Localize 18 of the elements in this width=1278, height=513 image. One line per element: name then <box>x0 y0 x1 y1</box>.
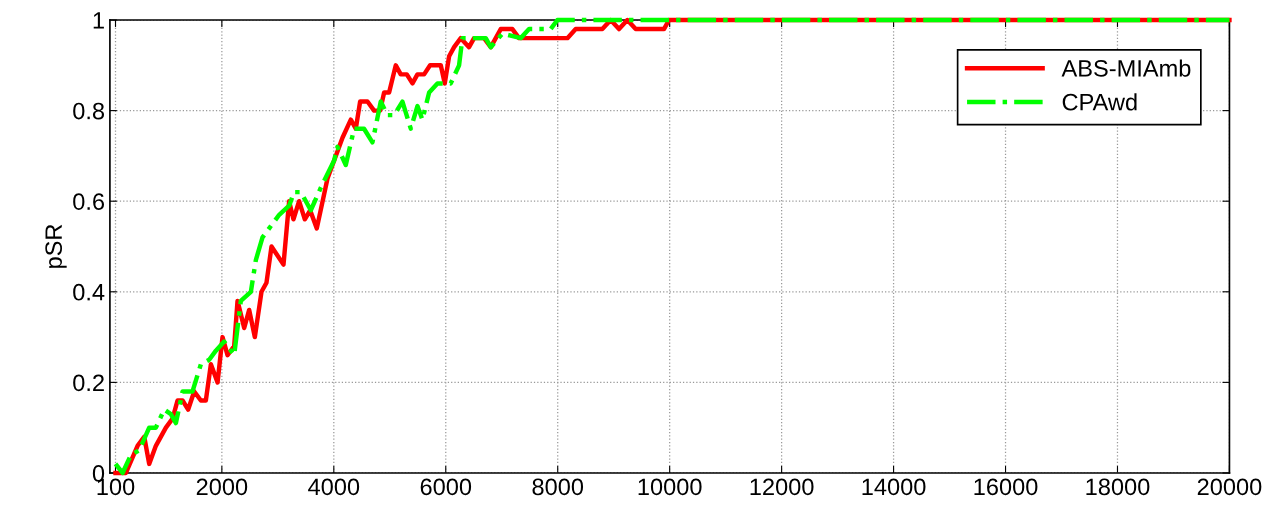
x-tick-label: 8000 <box>532 478 584 496</box>
legend-label: CPAwd <box>1062 93 1137 111</box>
legend-label: ABS-MIAmb <box>1061 59 1191 77</box>
x-tick-label: 12000 <box>750 478 814 496</box>
y-tick-label: 0.6 <box>73 193 105 210</box>
x-tick-label: 6000 <box>420 478 472 496</box>
x-tick-label: 18000 <box>1086 478 1150 496</box>
x-tick-label: 16000 <box>974 478 1038 496</box>
x-tick-label: 2000 <box>196 478 248 496</box>
x-tick-label: 14000 <box>862 478 926 496</box>
y-tick-label: 1 <box>93 12 104 29</box>
x-tick-label: 10000 <box>638 478 702 496</box>
y-axis-title: pSR <box>45 224 67 268</box>
x-tick-label: 4000 <box>308 478 360 496</box>
x-tick-label: 20000 <box>1197 478 1262 496</box>
y-tick-label: 0.8 <box>73 102 105 120</box>
y-tick-label: 0.4 <box>73 283 105 301</box>
y-tick-label: 0.2 <box>73 374 104 392</box>
